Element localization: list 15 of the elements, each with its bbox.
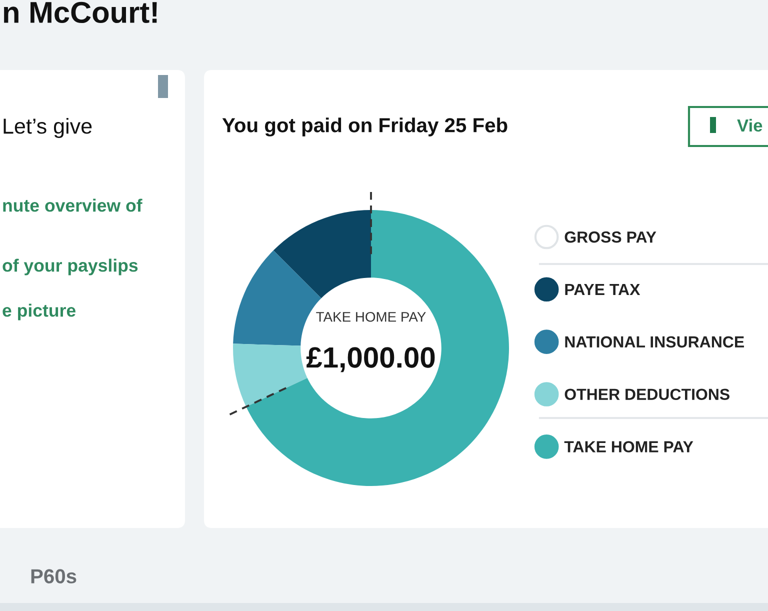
- legend-label: PAYE TAX: [565, 284, 640, 295]
- text: of your payslips: [2, 258, 138, 276]
- text: Vie: [737, 118, 762, 132]
- text: £1,000.00: [306, 347, 435, 372]
- legend-label: NATIONAL INSURANCE: [565, 336, 744, 348]
- chart-title: You got paid on Friday 25 Feb: [222, 118, 508, 136]
- legend-label: GROSS PAY: [564, 231, 656, 243]
- legend-label: OTHER DEDUCTIONS: [564, 388, 730, 400]
- text: TAKE HOME PAY: [316, 312, 426, 322]
- text: e picture: [2, 304, 76, 320]
- legend-label: TAKE HOME PAY: [564, 441, 694, 452]
- text: Let’s give: [4, 118, 92, 138]
- text: nute overview of: [3, 198, 142, 212]
- text: P60s: [31, 569, 76, 584]
- text: n McCourt!: [4, 2, 157, 24]
